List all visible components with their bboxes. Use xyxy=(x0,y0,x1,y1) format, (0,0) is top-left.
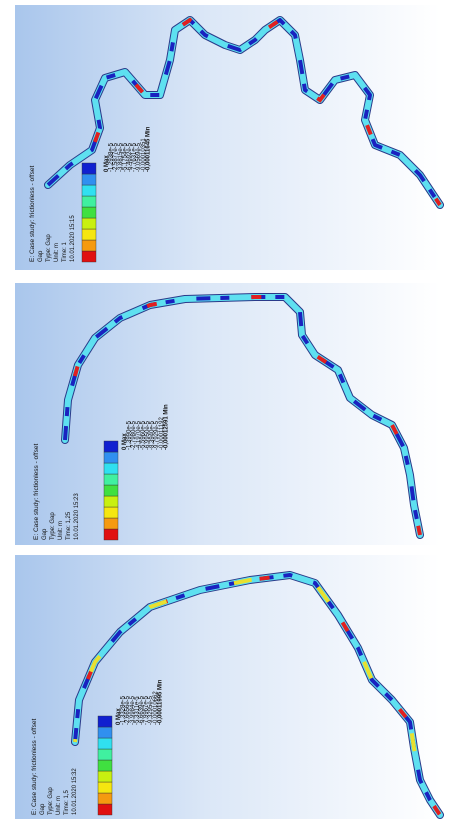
color-bar-cell xyxy=(98,782,112,793)
legend-value: -0,00012591 Min xyxy=(163,404,169,450)
page: {"panels":[ {"title":"E: Case study: fri… xyxy=(0,0,449,821)
color-bar-cell xyxy=(98,716,112,727)
legend-line: 10.01.2020 15:23 xyxy=(74,493,80,540)
color-bar-cell xyxy=(104,474,118,485)
color-bar-cell xyxy=(82,229,96,240)
color-bar-cell xyxy=(82,218,96,229)
legend-line: Gap xyxy=(38,250,44,262)
color-bar-cell xyxy=(98,727,112,738)
legend-line: 10.01.2020 15:15 xyxy=(70,215,76,262)
legend-line: Time: 1,5 xyxy=(64,790,70,815)
color-bar-cell xyxy=(82,174,96,185)
color-bar-cell xyxy=(98,804,112,815)
color-bar-cell xyxy=(82,196,96,207)
legend-line: Unit: m xyxy=(54,243,60,262)
color-bar-cell xyxy=(104,441,118,452)
color-bar-cell xyxy=(98,760,112,771)
legend-line: Time: 1 xyxy=(62,242,68,262)
color-bar-cell xyxy=(98,738,112,749)
color-bar-cell xyxy=(104,463,118,474)
color-bar-cell xyxy=(82,185,96,196)
color-bar-cell xyxy=(98,793,112,804)
legend-line: Unit: m xyxy=(56,796,62,815)
legend-line: Type: Gap xyxy=(46,234,52,262)
figure: E: Case study: frictionless - offsetGapT… xyxy=(0,0,449,821)
color-bar-cell xyxy=(104,452,118,463)
legend-line: 10.01.2020 15:32 xyxy=(72,768,78,815)
color-bar-cell xyxy=(82,240,96,251)
color-bar-cell xyxy=(98,749,112,760)
legend-line: Gap xyxy=(40,803,46,815)
legend-value: -0,00011995 Min xyxy=(157,679,163,725)
legend-line: Type: Gap xyxy=(50,512,56,540)
color-bar-cell xyxy=(104,518,118,529)
color-bar-cell xyxy=(82,251,96,262)
legend-line: Unit: m xyxy=(58,521,64,540)
color-bar-cell xyxy=(104,485,118,496)
color-bar-cell xyxy=(98,771,112,782)
legend-line: Type: Gap xyxy=(48,787,54,815)
legend-title: E: Case study: frictionless - offset xyxy=(31,718,38,815)
legend-line: Gap xyxy=(42,528,48,540)
color-bar-cell xyxy=(104,507,118,518)
legend-value: -0,00011645 Min xyxy=(145,126,151,172)
color-bar-cell xyxy=(82,207,96,218)
legend-line: Time: 1,25 xyxy=(66,511,72,540)
color-bar-cell xyxy=(104,529,118,540)
color-bar-cell xyxy=(104,496,118,507)
legend-title: E: Case study: frictionless - offset xyxy=(33,443,40,540)
color-bar-cell xyxy=(82,163,96,174)
legend-title: E: Case study: frictionless - offset xyxy=(29,165,36,262)
